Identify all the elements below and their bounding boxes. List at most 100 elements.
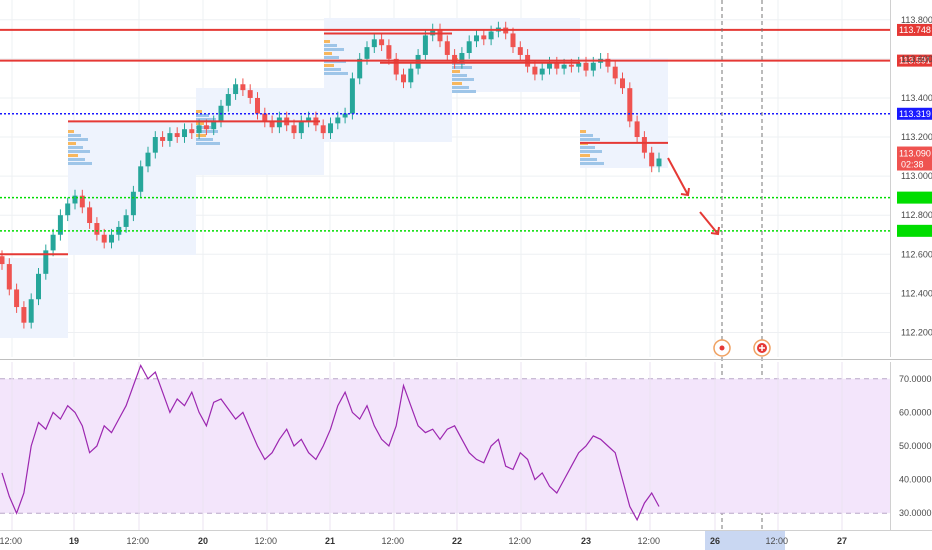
osc-tick-label: 50.0000 [899,441,932,451]
candle-body [561,64,567,69]
candle-body [138,166,144,192]
candle-body [160,137,166,141]
candle-body [291,125,297,134]
candle-body [634,121,640,138]
osc-tick-label: 40.0000 [899,475,932,485]
candle-body [620,78,625,89]
oscillator-panel[interactable]: 70.0000 60.0000 50.0000 40.0000 30.0000 [0,362,932,530]
osc-tick-label: 60.0000 [899,407,932,417]
candle-body [189,129,195,134]
candle-body [269,121,275,128]
candle-body [65,203,71,216]
candle-body [452,54,458,63]
price-tick-label: 113.600 [901,54,932,64]
candle-body [225,94,231,106]
osc-tick-label: 70.0000 [899,374,932,384]
level-price-tag [897,23,932,36]
candle-body [386,45,392,59]
candle-body [109,234,114,243]
candle-body [481,35,487,40]
volume-profile-bar [580,134,593,137]
level-price-tag [897,54,932,67]
price-tick-label: 112.200 [901,327,932,337]
red-arrow-head [710,226,720,236]
candle-body [130,191,136,216]
candle-body [532,66,538,75]
candle-body [152,137,158,153]
candle-body [28,299,34,323]
candle-body [0,256,5,265]
candle-body [539,68,545,75]
candle-body [36,273,41,300]
level-price-tag [897,107,932,120]
candle-body [590,62,596,71]
time-tick-label: 26 [710,536,720,546]
volume-profile-bar [452,90,476,93]
volume-profile-bar [452,70,460,73]
candle-body [6,264,12,290]
volume-profile-bar [68,146,83,149]
volume-profile-bar [580,130,586,133]
candle-body [357,58,363,79]
time-axis-highlight [705,531,785,550]
candle-body [641,137,647,153]
candle-body [568,64,574,67]
candle-body [656,158,662,167]
candle-body [87,207,93,224]
time-tick-label: 12:00 [382,536,405,546]
volume-profile-bar [68,134,81,137]
annotations [667,0,771,548]
price-tick-label: 113.400 [901,93,932,103]
oscillator-series-line [1,363,660,522]
volume-profile-bar [324,64,334,67]
volume-profile-bar [324,72,348,75]
volume-profile-bar [196,110,202,113]
candle-body [174,133,180,138]
level-price-label: 113.748 [899,25,931,35]
volume-profile-bar [452,86,469,89]
time-tick-label: 12:00 [255,536,278,546]
time-axis: 12:00 19 12:00 20 12:00 21 12:00 22 12:00 23 12:00… [0,530,932,550]
level-price-label: 113.591 [899,56,931,66]
volume-profile-bar [580,158,597,161]
candle-body [379,39,385,46]
candle-body [437,29,443,42]
candle-body [444,41,450,55]
candle-body [320,125,326,134]
volume-profile-bar [196,122,204,125]
red-arrow [699,211,719,235]
price-tick-label: 113.200 [901,132,932,142]
candle-body [328,123,333,134]
volume-profile-bar [68,150,90,153]
candle-body [94,223,100,235]
volume-profile-bar [324,48,344,51]
candle-body [57,215,63,235]
volume-profile-bar [580,146,595,149]
candle-body [554,62,560,69]
time-tick-label: 12:00 [638,536,661,546]
price-tick-label: 112.600 [901,249,932,259]
candle-body [233,84,239,95]
candle-body [583,62,589,71]
volume-profile-bar [196,138,213,141]
red-arrow [667,157,689,196]
candle-body [349,78,355,114]
candle-body [240,84,246,91]
candle-body [422,35,428,55]
candle-body [123,215,129,227]
volume-profile-bar [196,134,206,137]
candle-body [335,117,341,124]
last-price-value: 113.090 [899,149,931,159]
candle-body [182,129,187,138]
candle-body [488,31,494,40]
candle-body [101,234,107,243]
candle-body [298,121,304,134]
level-price-tag [897,191,932,204]
candle-body [306,117,312,122]
volume-profile-bar [580,154,590,157]
volume-profile-bar [68,138,88,141]
volume-profile-bar [452,74,467,77]
time-tick-label: 20 [198,536,208,546]
